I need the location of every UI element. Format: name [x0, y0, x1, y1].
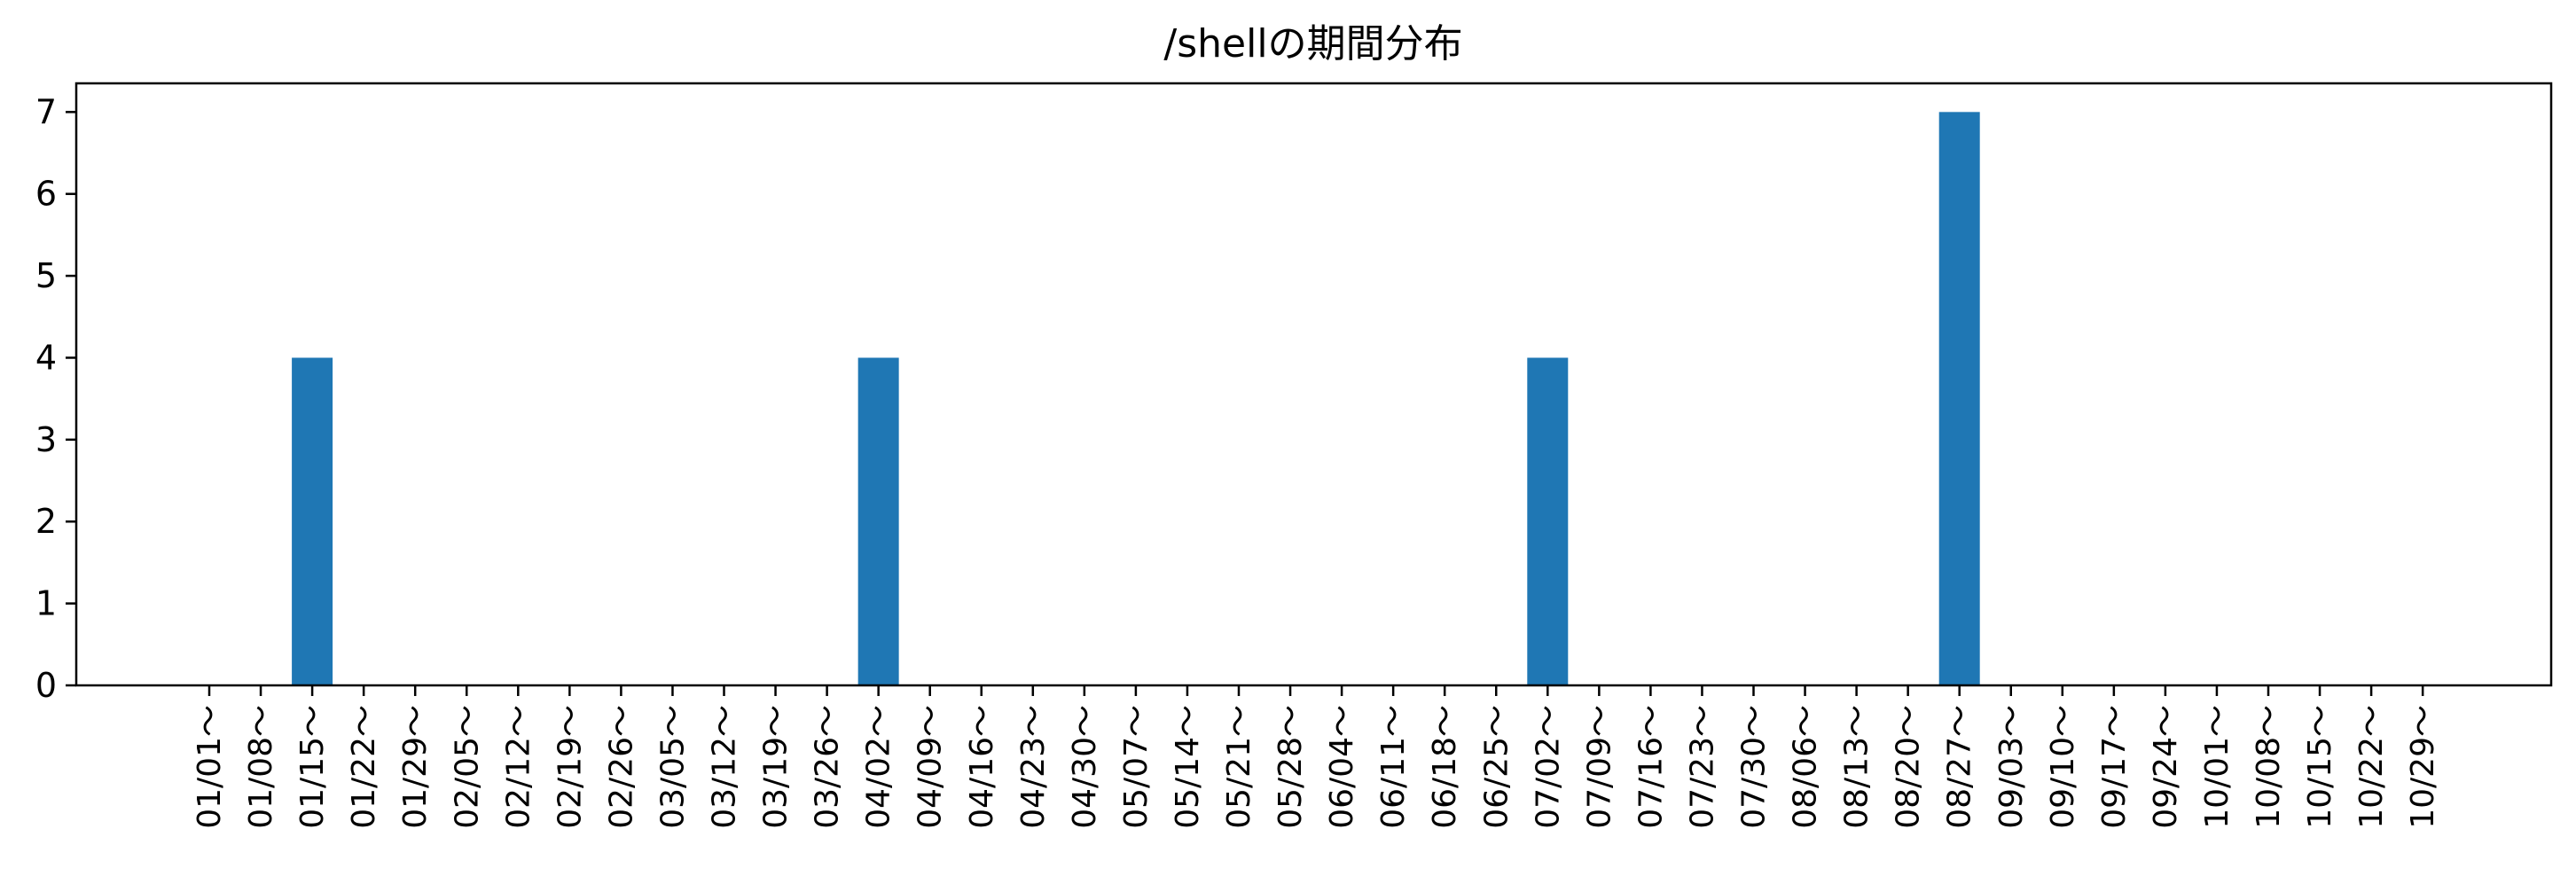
y-tick-label: 3: [35, 420, 57, 459]
x-tick-label: 03/26～: [810, 705, 846, 829]
x-tick-label: 04/16～: [964, 705, 1000, 829]
x-tick-label: 03/19～: [758, 705, 795, 829]
x-tick-label: 07/02～: [1530, 705, 1566, 829]
x-tick-label: 01/01～: [192, 705, 228, 829]
x-tick-label: 05/28～: [1272, 705, 1309, 829]
x-tick-label: 05/14～: [1170, 705, 1206, 829]
x-tick-label: 06/04～: [1324, 705, 1360, 829]
bar-08/27～: [1938, 112, 1980, 685]
x-tick-label: 04/02～: [861, 705, 897, 829]
x-tick-label: 02/26～: [603, 705, 639, 829]
chart-title: /shellの期間分布: [1163, 21, 1462, 66]
bars-group: [292, 112, 1980, 685]
x-tick-label: 01/29～: [397, 705, 434, 829]
x-tick-label: 06/25～: [1478, 705, 1515, 829]
x-tick-label: 10/01～: [2199, 705, 2235, 829]
x-tick-label: 01/22～: [346, 705, 382, 829]
x-tick-label: 09/24～: [2148, 705, 2184, 829]
x-tick-label: 07/23～: [1684, 705, 1720, 829]
x-tick-label: 10/08～: [2251, 705, 2287, 829]
x-tick-label: 10/15～: [2302, 705, 2338, 829]
x-tick-label: 06/11～: [1375, 705, 1412, 829]
x-tick-label: 04/30～: [1067, 705, 1103, 829]
x-tick-label: 07/30～: [1736, 705, 1773, 829]
y-tick-label: 2: [35, 502, 57, 541]
plot-frame: [74, 82, 2553, 687]
x-tick-label: 03/12～: [707, 705, 743, 829]
x-tick-label: 01/08～: [243, 705, 279, 829]
x-tick-label: 04/09～: [912, 705, 949, 829]
x-tick-label: 02/12～: [500, 705, 536, 829]
x-tick-label: 09/10～: [2045, 705, 2081, 829]
y-tick-label: 6: [35, 175, 57, 214]
x-tick-label: 08/06～: [1788, 705, 1824, 829]
y-tick-label: 5: [35, 256, 57, 295]
y-tick-label: 4: [35, 338, 57, 377]
x-tick-label: 06/18～: [1427, 705, 1463, 829]
x-tick-label: 10/29～: [2405, 705, 2441, 829]
x-axis: 01/01～ 01/08～ 01/15～ 01/22～ 01/29～ 02/05～ 02/1…: [192, 685, 2441, 829]
x-tick-label: 03/05～: [654, 705, 691, 829]
x-tick-label: 09/17～: [2096, 705, 2133, 829]
bar-04/02～: [857, 357, 899, 685]
y-axis: 0 1 2 3 4 5 6 7: [35, 92, 76, 705]
x-tick-label: 08/27～: [1942, 705, 1978, 829]
y-tick-label: 1: [35, 584, 57, 623]
x-tick-label: 04/23～: [1015, 705, 1052, 829]
x-tick-label: 10/22～: [2353, 705, 2390, 829]
x-tick-label: 08/20～: [1891, 705, 1927, 829]
x-tick-label: 05/21～: [1221, 705, 1257, 829]
x-tick-label: 02/05～: [449, 705, 485, 829]
bar-07/02～: [1527, 357, 1569, 685]
x-tick-label: 08/13～: [1839, 705, 1875, 829]
x-tick-label: 07/16～: [1633, 705, 1669, 829]
x-tick-label: 01/15～: [294, 705, 331, 829]
x-tick-label: 09/03～: [1993, 705, 2030, 829]
x-tick-label: 05/07～: [1118, 705, 1155, 829]
y-tick-label: 7: [35, 92, 57, 131]
y-tick-label: 0: [35, 666, 57, 705]
bar-01/15～: [292, 357, 333, 685]
x-tick-label: 07/09～: [1581, 705, 1617, 829]
x-tick-label: 02/19～: [552, 705, 588, 829]
